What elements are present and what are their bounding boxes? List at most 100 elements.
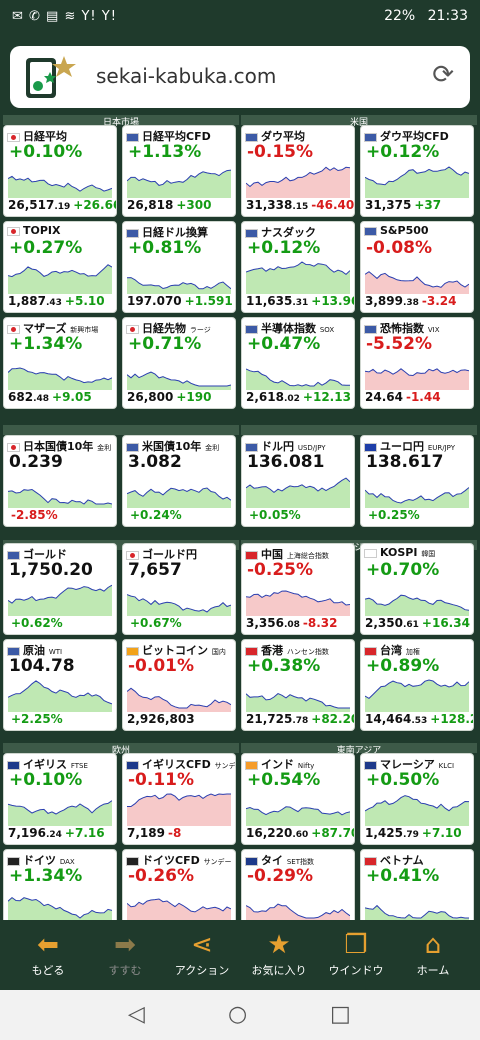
flag-icon bbox=[364, 760, 377, 770]
market-panel[interactable]: 日経先物 ラージ +0.71% 26,800 +190 bbox=[122, 317, 236, 409]
panel-title: 中国 上海総合指数 bbox=[245, 546, 329, 562]
market-panel[interactable]: 米国債10年 金利 3.082 +0.24% bbox=[122, 435, 236, 527]
market-panel[interactable]: KOSPI 韓国 +0.70% 2,350.61 +16.34 bbox=[360, 543, 474, 635]
panel-value: 24.64 -1.44 bbox=[365, 390, 441, 404]
flag-icon bbox=[126, 646, 139, 656]
sparkline-line bbox=[246, 368, 350, 387]
panel-change: 136.081 bbox=[247, 452, 325, 472]
market-panel[interactable]: イギリス FTSE +0.10% 7,196.24 +7.16 bbox=[3, 753, 117, 845]
market-panel[interactable]: ユーロ円 EUR/JPY 138.617 +0.25% bbox=[360, 435, 474, 527]
flag-icon bbox=[126, 324, 139, 334]
market-panel[interactable]: ダウ平均 -0.15% 31,338.15 -46.40 bbox=[241, 125, 355, 217]
sparkline-area bbox=[127, 488, 231, 508]
market-panel[interactable]: タイ SET指数 -0.29% bbox=[241, 849, 355, 920]
sparkline-chart bbox=[365, 368, 469, 390]
section-header-right bbox=[241, 425, 477, 435]
panel-change: +0.89% bbox=[366, 656, 440, 676]
market-panel[interactable]: ナスダック +0.12% 11,635.31 +13.96 bbox=[241, 221, 355, 313]
sparkline-chart bbox=[127, 594, 231, 616]
sparkline-line bbox=[365, 594, 469, 611]
market-panel[interactable]: マザーズ 新興市場 +1.34% 682.48 +9.05 bbox=[3, 317, 117, 409]
panel-price: 14,464.53 bbox=[365, 712, 428, 726]
panel-subtitle: サンデー bbox=[203, 858, 232, 866]
panel-change: 138.617 bbox=[366, 452, 444, 472]
panel-change: -0.29% bbox=[247, 866, 314, 886]
system-home-icon[interactable]: ○ bbox=[228, 1002, 248, 1027]
market-panel[interactable]: マレーシア KLCI +0.50% 1,425.79 +7.10 bbox=[360, 753, 474, 845]
panel-delta: +0.24% bbox=[130, 508, 182, 522]
toolbar-button-star[interactable]: ★ お気に入り bbox=[249, 928, 309, 978]
panel-name: KOSPI bbox=[380, 546, 418, 559]
market-panel[interactable]: 半導体指数 SOX +0.47% 2,618.02 +12.13 bbox=[241, 317, 355, 409]
sparkline-chart bbox=[8, 488, 112, 508]
market-panel[interactable]: 日本国債10年 金利 0.239 -2.85% bbox=[3, 435, 117, 527]
panel-subtitle: 加権 bbox=[405, 648, 420, 656]
sparkline-area bbox=[8, 897, 112, 920]
market-panel[interactable]: 台湾 加権+0.89% 14,464.53+128.26 bbox=[360, 639, 474, 731]
market-panel[interactable]: ゴールド円 7,657 +0.67% bbox=[122, 543, 236, 635]
section-header-left bbox=[3, 540, 239, 550]
flag-icon bbox=[126, 228, 139, 238]
sparkline-chart bbox=[365, 795, 469, 826]
panel-title: ゴールド bbox=[7, 546, 67, 562]
toolbar-button-forward-arrow[interactable]: ➡ すすむ bbox=[95, 928, 155, 978]
panel-subtitle: SOX bbox=[319, 326, 335, 334]
market-panel[interactable]: 原油 WTI 104.78 +2.25% bbox=[3, 639, 117, 731]
system-back-icon[interactable]: ◁ bbox=[128, 1002, 145, 1027]
panel-subtitle: 新興市場 bbox=[70, 326, 99, 334]
sparkline-chart bbox=[365, 487, 469, 508]
panel-name: 日経平均CFD bbox=[142, 130, 211, 143]
market-panel[interactable]: イギリスCFD サンデー-0.11%7,189-8 bbox=[122, 753, 236, 845]
sparkline-line bbox=[8, 800, 112, 815]
market-panel[interactable]: 日経平均CFD +1.13% 26,818 +300 bbox=[122, 125, 236, 217]
panel-price: 7,196.24 bbox=[8, 826, 62, 840]
flag-icon bbox=[7, 760, 20, 770]
reload-icon[interactable]: ⟳ bbox=[432, 60, 454, 90]
toolbar-button-window[interactable]: ❐ ウインドウ bbox=[326, 928, 386, 978]
panel-change: +1.13% bbox=[128, 142, 202, 162]
toolbar-button-share[interactable]: ⋖ アクション bbox=[172, 928, 232, 978]
toolbar-label: ウインドウ bbox=[328, 964, 384, 977]
market-panel[interactable]: 日経ドル換算 +0.81% 197.070 +1.591 bbox=[122, 221, 236, 313]
panel-delta: +1.591 bbox=[184, 294, 233, 308]
sparkline-chart bbox=[246, 903, 350, 920]
sparkline-area bbox=[365, 167, 469, 198]
address-bar[interactable]: sekai-kabuka.com ⟳ bbox=[10, 46, 470, 108]
market-panel[interactable]: ゴールド 1,750.20 +0.62% bbox=[3, 543, 117, 635]
sparkline-chart bbox=[365, 166, 469, 198]
panel-value: 2,350.61 +16.34 bbox=[365, 616, 470, 630]
panel-delta: +0.25% bbox=[368, 508, 420, 522]
market-panel[interactable]: ドイツ DAX +1.34% bbox=[3, 849, 117, 920]
market-panel[interactable]: ダウ平均CFD +0.12% 31,375 +37 bbox=[360, 125, 474, 217]
panel-change: +0.50% bbox=[366, 770, 440, 790]
toolbar-button-home[interactable]: ⌂ ホーム bbox=[403, 928, 463, 978]
panel-change: +0.47% bbox=[247, 334, 321, 354]
window-icon: ❐ bbox=[344, 930, 368, 960]
market-panel[interactable]: ドル円 USD/JPY 136.081 +0.05% bbox=[241, 435, 355, 527]
sparkline-chart bbox=[8, 896, 112, 920]
toolbar-button-back-arrow[interactable]: ⬅ もどる bbox=[18, 928, 78, 978]
panel-name: 中国 bbox=[261, 548, 283, 561]
section-header-left: 欧州 bbox=[3, 743, 239, 756]
sparkline-area bbox=[8, 489, 112, 508]
market-panel[interactable]: インド Nifty +0.54% 16,220.60 +87.70 bbox=[241, 753, 355, 845]
market-panel[interactable]: 香港 ハンセン指数 +0.38% 21,725.78 +82.20 bbox=[241, 639, 355, 731]
panel-price: 24.64 bbox=[365, 390, 403, 404]
market-panel[interactable]: 中国 上海総合指数 -0.25% 3,356.08 -8.32 bbox=[241, 543, 355, 635]
market-panel[interactable]: 日経平均 +0.10% 26,517.19 +26.66 bbox=[3, 125, 117, 217]
toolbar-label: すすむ bbox=[108, 964, 142, 977]
market-panel[interactable]: ビットコイン 国内 -0.01% 2,926,803 bbox=[122, 639, 236, 731]
panel-price: 21,725.78 bbox=[246, 712, 309, 726]
market-panel[interactable]: TOPIX +0.27% 1,887.43 +5.10 bbox=[3, 221, 117, 313]
system-recents-icon[interactable]: □ bbox=[330, 1002, 351, 1027]
market-panel[interactable]: ベトナム +0.41% bbox=[360, 849, 474, 920]
panel-name: 日経ドル換算 bbox=[142, 226, 208, 239]
panel-title: ドル円 USD/JPY bbox=[245, 438, 326, 454]
market-panel[interactable]: 恐怖指数 VIX -5.52% 24.64 -1.44 bbox=[360, 317, 474, 409]
sparkline-area bbox=[127, 688, 231, 712]
panel-price: 2,618.02 bbox=[246, 390, 300, 404]
market-panel[interactable]: S&P500 -0.08% 3,899.38 -3.24 bbox=[360, 221, 474, 313]
market-panel[interactable]: ドイツCFD サンデー -0.26% bbox=[122, 849, 236, 920]
sparkline-chart bbox=[127, 898, 231, 920]
panel-delta: +26.66 bbox=[73, 198, 117, 212]
